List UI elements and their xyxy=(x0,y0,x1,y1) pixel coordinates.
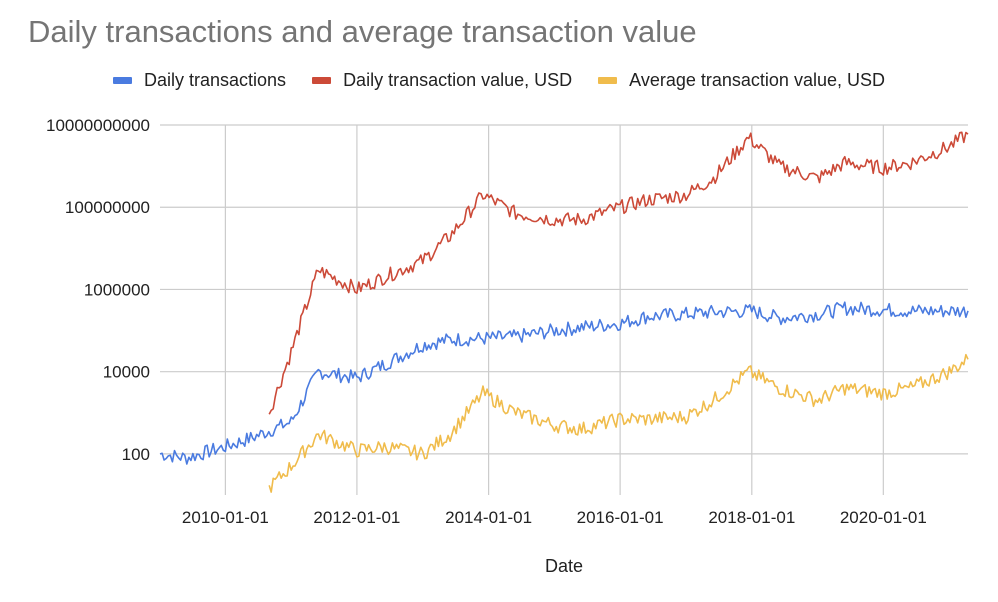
series-line-2 xyxy=(268,353,969,493)
chart-title: Daily transactions and average transacti… xyxy=(28,14,697,49)
series-line-1 xyxy=(268,131,969,415)
x-tick-label: 2012-01-01 xyxy=(313,508,400,527)
y-tick-label: 10000000000 xyxy=(46,116,150,135)
series-line-0 xyxy=(159,301,969,465)
legend-swatch-daily-transactions xyxy=(113,77,132,84)
y-tick-label: 100000000 xyxy=(65,198,150,217)
legend-item-daily-transactions: Daily transactions xyxy=(113,70,286,91)
legend-swatch-daily-transaction-value xyxy=(312,77,332,84)
legend-label-daily-transactions: Daily transactions xyxy=(144,70,287,90)
legend-label-average-transaction-value: Average transaction value, USD xyxy=(629,70,885,90)
x-axis-label: Date xyxy=(545,556,583,576)
legend-swatch-average-transaction-value xyxy=(598,77,618,84)
x-tick-label: 2018-01-01 xyxy=(708,508,795,527)
x-tick-label: 2010-01-01 xyxy=(182,508,269,527)
x-tick-label: 2020-01-01 xyxy=(840,508,927,527)
y-tick-label: 10000 xyxy=(103,363,150,382)
y-tick-label: 1000000 xyxy=(84,280,150,299)
legend-item-average-transaction-value: Average transaction value, USD xyxy=(598,70,885,91)
legend-item-daily-transaction-value: Daily transaction value, USD xyxy=(312,70,572,91)
y-tick-label: 100 xyxy=(122,445,150,464)
x-tick-label: 2016-01-01 xyxy=(577,508,664,527)
legend-label-daily-transaction-value: Daily transaction value, USD xyxy=(343,70,573,90)
x-tick-label: 2014-01-01 xyxy=(445,508,532,527)
chart-legend: Daily transactions Daily transaction val… xyxy=(0,70,998,91)
